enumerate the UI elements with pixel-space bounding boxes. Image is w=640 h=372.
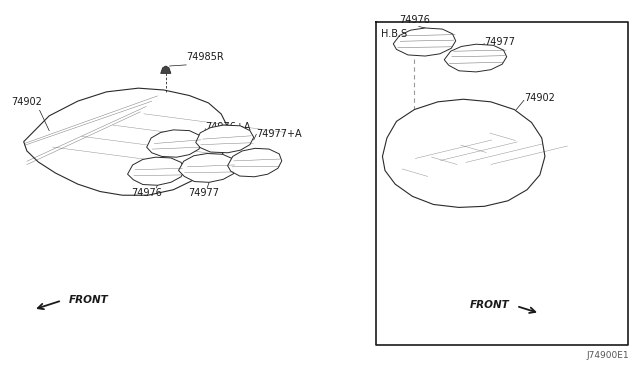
Polygon shape bbox=[127, 157, 185, 185]
Polygon shape bbox=[179, 154, 237, 182]
Text: H.B.S: H.B.S bbox=[381, 29, 407, 39]
Polygon shape bbox=[444, 44, 507, 72]
Polygon shape bbox=[228, 148, 282, 177]
Polygon shape bbox=[147, 130, 203, 157]
Polygon shape bbox=[161, 66, 171, 73]
Text: 74976+A: 74976+A bbox=[205, 122, 251, 132]
Text: FRONT: FRONT bbox=[470, 300, 510, 310]
Text: 74902: 74902 bbox=[12, 97, 42, 107]
Text: FRONT: FRONT bbox=[68, 295, 108, 305]
Text: 74985R: 74985R bbox=[186, 52, 224, 62]
Polygon shape bbox=[394, 28, 456, 56]
Text: 74977: 74977 bbox=[484, 37, 515, 47]
Text: J74900E1: J74900E1 bbox=[586, 350, 629, 359]
Polygon shape bbox=[196, 125, 253, 153]
Polygon shape bbox=[383, 99, 545, 208]
Polygon shape bbox=[24, 88, 228, 195]
Text: 74976: 74976 bbox=[131, 188, 162, 198]
Text: 74977+A: 74977+A bbox=[256, 129, 302, 139]
Text: 74902: 74902 bbox=[524, 93, 555, 103]
Text: 74976: 74976 bbox=[399, 15, 429, 25]
Text: 74977: 74977 bbox=[189, 188, 220, 198]
